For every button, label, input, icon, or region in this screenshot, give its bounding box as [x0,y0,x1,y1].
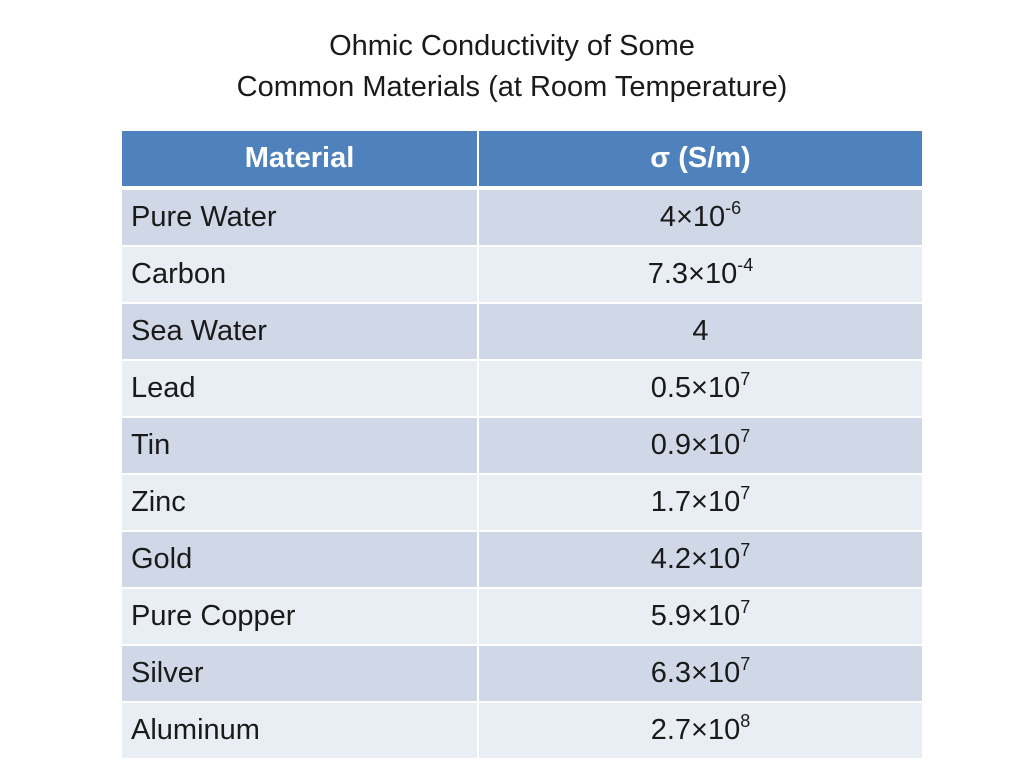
header-sigma: σ (S/m) [477,129,924,190]
material-cell: Carbon [120,245,479,304]
conductivity-exponent: 7 [740,369,751,389]
table-row: Zinc 1.7×107 [120,473,924,532]
conductivity-mantissa: 4×10 [659,201,726,233]
conductivity-cell: 0.5×107 [477,359,924,418]
conductivity-mantissa: 4 [692,315,709,347]
conductivity-mantissa: 0.5×10 [650,372,741,404]
conductivity-exponent: 7 [740,426,751,446]
conductivity-cell: 2.7×108 [477,701,924,760]
material-cell: Zinc [120,473,479,532]
material-cell: Pure Copper [120,587,479,646]
table-row: Tin 0.9×107 [120,416,924,475]
conductivity-table: Material σ (S/m) Pure Water 4×10-6 Carbon 7… [120,129,924,760]
conductivity-mantissa: 2.7×10 [650,714,741,746]
title-line-1: Ohmic Conductivity of Some [329,30,695,62]
conductivity-cell: 1.7×107 [477,473,924,532]
material-cell: Gold [120,530,479,589]
conductivity-cell: 6.3×107 [477,644,924,703]
table-row: Lead 0.5×107 [120,359,924,418]
conductivity-mantissa: 5.9×10 [650,600,741,632]
conductivity-exponent: 7 [740,483,751,503]
conductivity-exponent: 7 [740,597,751,617]
table-row: Aluminum 2.7×108 [120,701,924,760]
conductivity-cell: 4.2×107 [477,530,924,589]
page-title: Ohmic Conductivity of Some Common Materi… [0,26,1024,108]
material-cell: Silver [120,644,479,703]
conductivity-mantissa: 1.7×10 [650,486,741,518]
conductivity-cell: 0.9×107 [477,416,924,475]
title-line-2: Common Materials (at Room Temperature) [236,71,788,103]
conductivity-mantissa: 6.3×10 [650,657,741,689]
conductivity-exponent: -6 [725,198,742,218]
material-cell: Lead [120,359,479,418]
material-cell: Tin [120,416,479,475]
header-material: Material [120,129,479,190]
table-row: Gold 4.2×107 [120,530,924,589]
conductivity-exponent: 8 [740,711,751,731]
conductivity-mantissa: 7.3×10 [647,258,738,290]
conductivity-cell: 4 [477,302,924,361]
table-header-row: Material σ (S/m) [120,129,924,190]
conductivity-cell: 7.3×10-4 [477,245,924,304]
conductivity-mantissa: 0.9×10 [650,429,741,461]
table-row: Pure Water 4×10-6 [120,187,924,247]
conductivity-exponent: 7 [740,540,751,560]
material-cell: Pure Water [120,187,479,247]
table-row: Sea Water 4 [120,302,924,361]
conductivity-cell: 5.9×107 [477,587,924,646]
material-cell: Sea Water [120,302,479,361]
table-row: Pure Copper 5.9×107 [120,587,924,646]
material-cell: Aluminum [120,701,479,760]
table-row: Carbon 7.3×10-4 [120,245,924,304]
conductivity-cell: 4×10-6 [477,187,924,247]
conductivity-exponent: 7 [740,654,751,674]
table-row: Silver 6.3×107 [120,644,924,703]
conductivity-exponent: -4 [737,255,754,275]
conductivity-mantissa: 4.2×10 [650,543,741,575]
